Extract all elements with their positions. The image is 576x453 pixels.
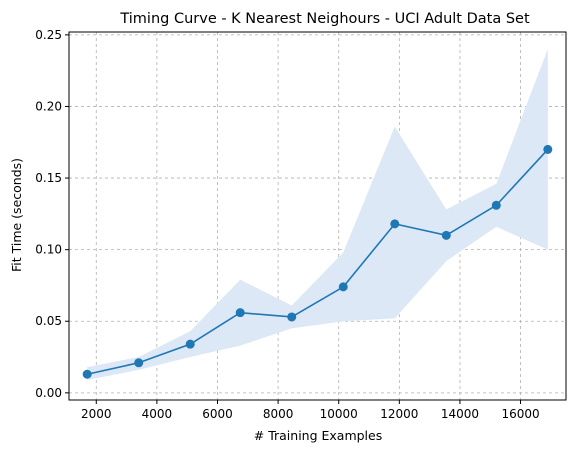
data-point	[83, 370, 92, 379]
series-line	[87, 149, 548, 374]
y-axis-label: Fit Time (seconds)	[9, 158, 24, 272]
data-point	[287, 312, 296, 321]
x-tick-label: 10000	[320, 407, 358, 421]
data-point	[236, 308, 245, 317]
y-tick-label: 0.10	[35, 243, 62, 257]
y-tick-label: 0.25	[35, 28, 62, 42]
chart-title: Timing Curve - K Nearest Neighours - UCI…	[119, 11, 530, 27]
x-tick-label: 14000	[441, 407, 479, 421]
y-tick-label: 0.05	[35, 314, 62, 328]
x-tick-label: 2000	[81, 407, 112, 421]
y-tick-label: 0.00	[35, 386, 62, 400]
x-axis-label: # Training Examples	[254, 428, 383, 443]
x-axis-ticks: 2000 4000 6000 8000 10000 12000 14000 16000	[81, 400, 540, 421]
data-point	[492, 201, 501, 210]
std-band	[87, 49, 548, 380]
y-tick-label: 0.15	[35, 171, 62, 185]
data-point	[134, 358, 143, 367]
y-tick-label: 0.20	[35, 99, 62, 113]
x-tick-label: 16000	[501, 407, 539, 421]
x-tick-label: 4000	[142, 407, 173, 421]
x-tick-label: 8000	[263, 407, 294, 421]
x-tick-label: 12000	[380, 407, 418, 421]
data-point	[442, 231, 451, 240]
data-point	[390, 219, 399, 228]
data-points	[83, 145, 553, 379]
data-point	[186, 340, 195, 349]
x-tick-label: 6000	[202, 407, 233, 421]
y-axis-ticks: 0.00 0.05 0.10 0.15 0.20 0.25	[35, 28, 69, 400]
data-point	[543, 145, 552, 154]
data-point	[339, 282, 348, 291]
